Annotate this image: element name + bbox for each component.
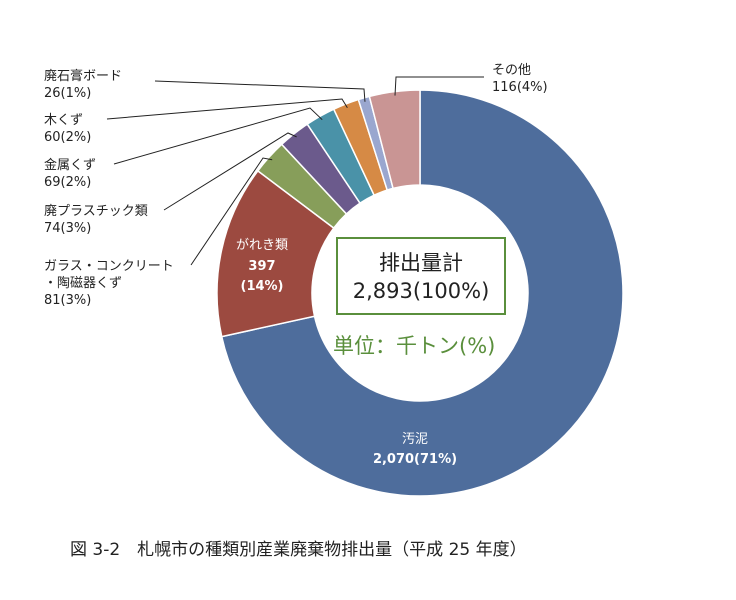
slice-label-value-4: 69(2%) — [44, 175, 91, 190]
figure-caption: 図 3-2 札幌市の種類別産業廃棄物排出量（平成 25 年度） — [70, 540, 527, 560]
total-box: 排出量計 2,893(100%) — [336, 237, 506, 315]
leader-line-2 — [190, 157, 273, 266]
slice-label-value-7: 116(4%) — [492, 80, 548, 95]
leader-line-7 — [394, 76, 484, 96]
leader-line-6 — [154, 80, 366, 102]
slice-label-name-2-0: ガラス・コンクリート — [44, 259, 174, 274]
slice-label-name-7: その他 — [492, 63, 531, 78]
slice-0 — [220, 89, 624, 497]
slice-7 — [368, 89, 421, 190]
total-title: 排出量計 — [379, 251, 463, 275]
slice-label-value-5: 60(2%) — [44, 130, 91, 145]
unit-label: 単位：千トン(%) — [333, 334, 496, 358]
slice-label-name-2-1: ・陶磁器くず — [44, 275, 122, 291]
slice-label-value-0: 2,070(71%) — [373, 452, 457, 467]
leader-line-3 — [163, 132, 297, 211]
slice-label-percent-1: (14%) — [241, 279, 284, 294]
slice-label-name-4: 金属くず — [44, 157, 96, 173]
leader-line-5 — [106, 98, 348, 120]
slice-label-name-5: 木くず — [44, 113, 83, 128]
slice-label-value-1: 397 — [248, 259, 275, 274]
slice-label-value-6: 26(1%) — [44, 86, 91, 101]
donut-slices — [216, 89, 624, 497]
leader-line-4 — [113, 107, 323, 165]
total-value: 2,893(100%) — [352, 279, 490, 303]
slice-label-value-3: 74(3%) — [44, 221, 91, 236]
slice-label-name-0: 汚泥 — [402, 432, 428, 447]
slice-label-name-3: 廃プラスチック類 — [44, 203, 148, 219]
slice-label-name-1: がれき類 — [236, 238, 288, 253]
leader-lines — [106, 76, 484, 266]
slice-labels: 汚泥 2,070(71%) がれき類 397 (14%) ガラス・コンクリート・陶磁器くず… — [44, 63, 548, 467]
slice-label-value-2: 81(3%) — [44, 293, 91, 308]
slice-label-name-6: 廃石膏ボード — [44, 68, 122, 84]
